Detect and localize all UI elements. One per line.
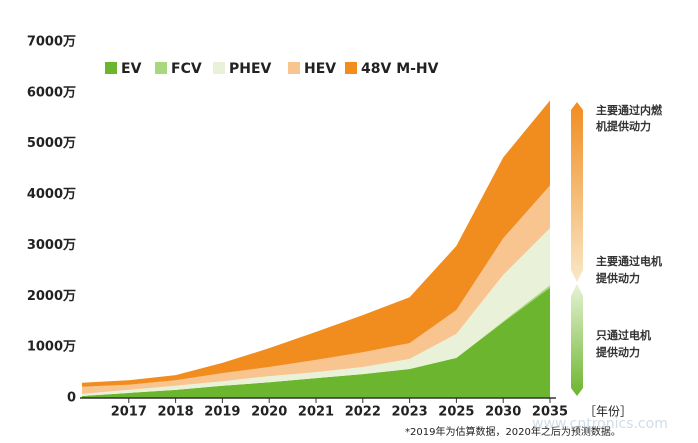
x-tick-label: 2017 bbox=[111, 405, 147, 420]
x-axis-label: ［年份］ bbox=[584, 405, 632, 419]
x-tick-label: 2030 bbox=[485, 405, 521, 420]
arrow-ev bbox=[571, 284, 583, 396]
legend-label: 48V M-HV bbox=[361, 61, 439, 77]
legend-label: PHEV bbox=[229, 61, 272, 77]
arrow-ice bbox=[571, 102, 583, 282]
x-tick-label: 2022 bbox=[345, 405, 381, 420]
x-tick-label: 2019 bbox=[204, 405, 240, 420]
y-tick-label: 1000万 bbox=[27, 340, 76, 355]
legend-swatch bbox=[288, 62, 300, 74]
legend-swatch bbox=[155, 62, 167, 74]
legend-swatch bbox=[345, 62, 357, 74]
annotation: 主要通过内燃 bbox=[596, 103, 663, 117]
legend-label: EV bbox=[121, 61, 142, 77]
legend-label: FCV bbox=[171, 61, 202, 77]
area bbox=[82, 228, 550, 396]
annotation: 提供动力 bbox=[596, 271, 640, 285]
x-tick-label: 2035 bbox=[532, 405, 568, 420]
y-tick-label: 2000万 bbox=[27, 289, 76, 304]
legend-swatch bbox=[105, 62, 117, 74]
area bbox=[82, 100, 550, 387]
watermark: www.cntronics.com bbox=[532, 416, 668, 432]
annotation: 主要通过电机 bbox=[596, 254, 662, 268]
y-tick-label: 4000万 bbox=[27, 187, 76, 202]
y-tick-label: 3000万 bbox=[27, 238, 76, 253]
y-tick-label: 6000万 bbox=[27, 85, 76, 100]
x-tick-label: 2020 bbox=[251, 405, 287, 420]
x-tick-label: 2025 bbox=[438, 405, 474, 420]
annotation: 只通过电机 bbox=[596, 328, 651, 342]
legend-swatch bbox=[213, 62, 225, 74]
y-tick-label: 0 bbox=[67, 391, 76, 406]
y-tick-label: 7000万 bbox=[27, 35, 76, 50]
y-tick-label: 5000万 bbox=[27, 136, 76, 151]
x-tick-label: 2018 bbox=[158, 405, 194, 420]
x-tick-label: 2023 bbox=[392, 405, 428, 420]
area bbox=[82, 185, 550, 394]
legend-label: HEV bbox=[304, 61, 336, 77]
area bbox=[82, 287, 550, 398]
footnote: *2019年为估算数据，2020年之后为预测数据。 bbox=[405, 425, 621, 438]
annotation: 提供动力 bbox=[596, 345, 640, 359]
annotation: 机提供动力 bbox=[596, 119, 651, 133]
x-tick-label: 2021 bbox=[298, 405, 334, 420]
